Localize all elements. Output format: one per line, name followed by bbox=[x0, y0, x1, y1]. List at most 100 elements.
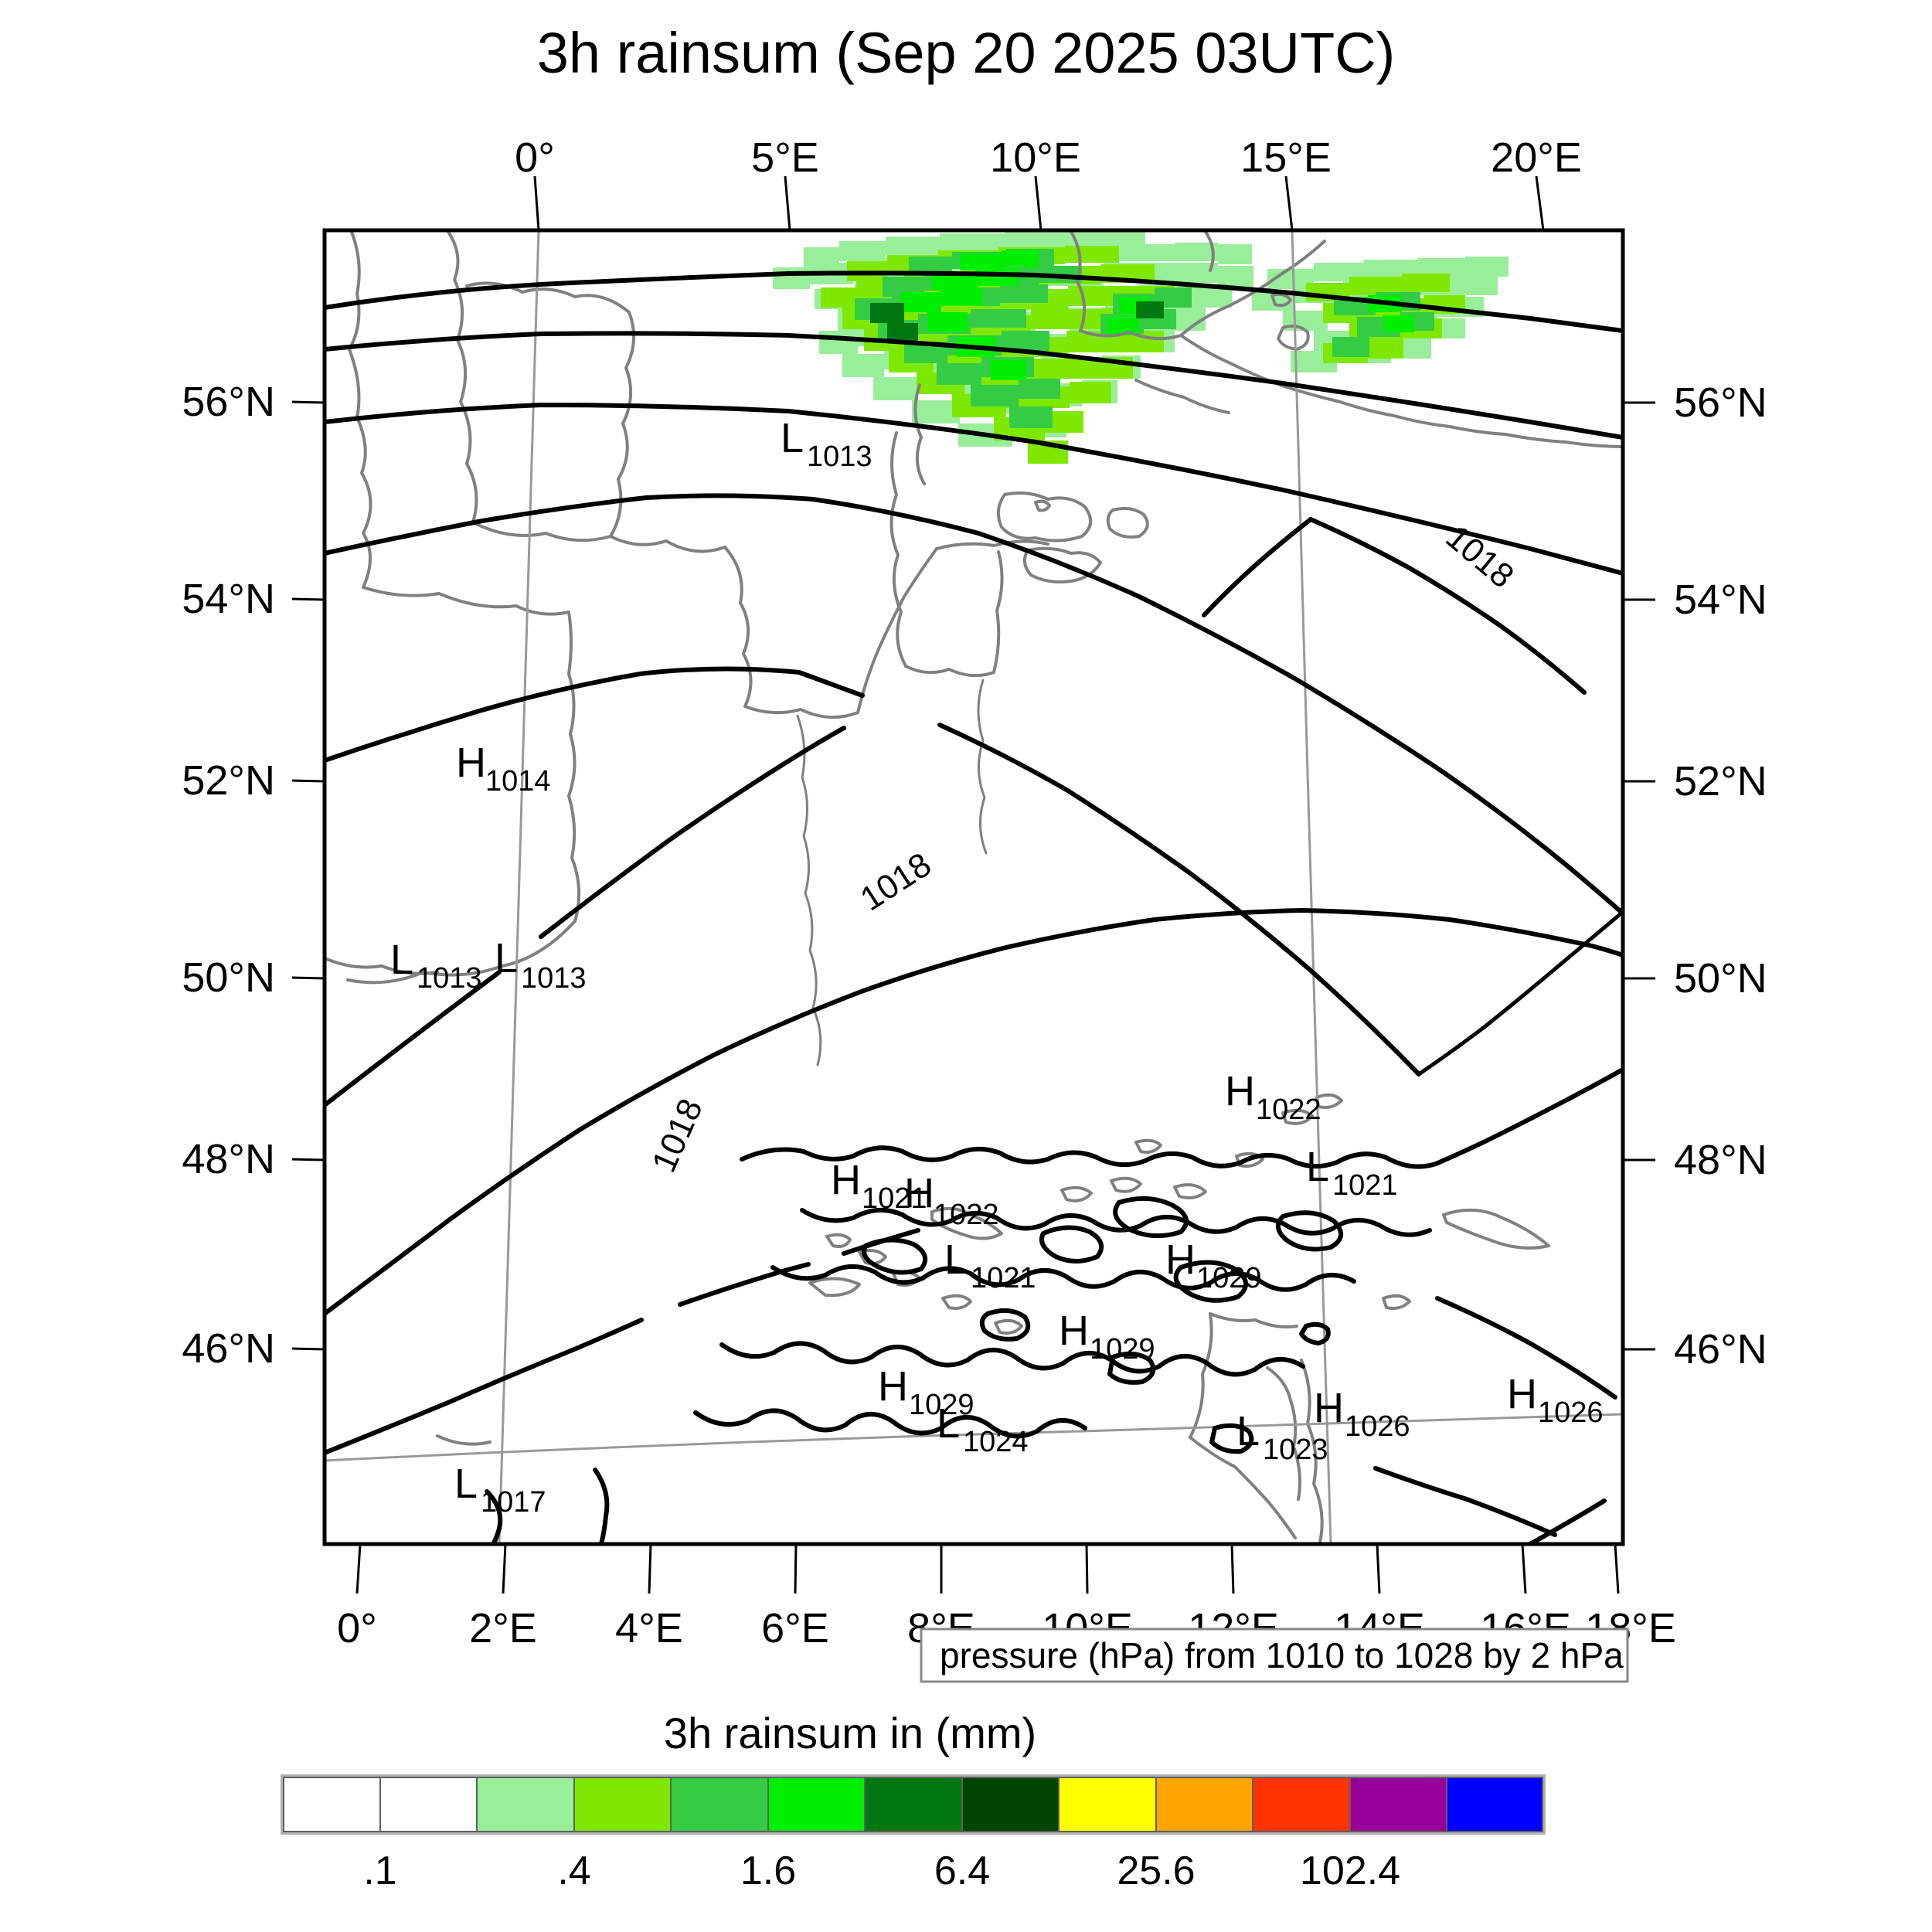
left-axis bbox=[291, 400, 325, 1351]
pressure-center-value: 1017 bbox=[481, 1486, 546, 1519]
pressure-caption-border bbox=[920, 1628, 1629, 1683]
isobar-1020 bbox=[325, 908, 1623, 1316]
right-axis bbox=[1623, 401, 1655, 1351]
colorbar-tick-label: .1 bbox=[363, 1849, 396, 1893]
colorbar-segment[interactable] bbox=[1446, 1777, 1543, 1832]
isobar-1018-sw-b bbox=[539, 726, 846, 939]
pressure-center-type: L bbox=[944, 1236, 968, 1283]
isobar-1014 bbox=[325, 403, 1623, 576]
colorbar-tick-label: .4 bbox=[557, 1849, 590, 1893]
pressure-center-type: H bbox=[1165, 1236, 1196, 1283]
pressure-center-type: H bbox=[904, 1170, 934, 1216]
pressure-center: H 1029 bbox=[1165, 1236, 1262, 1294]
bottom-axis-tick-label: 6°E bbox=[761, 1605, 829, 1651]
bottom-tick-6 bbox=[794, 1543, 798, 1594]
pressure-center-type: L bbox=[1236, 1408, 1260, 1454]
graticule-meridian-15 bbox=[1291, 230, 1332, 1544]
pressure-center: L 1023 bbox=[1236, 1408, 1328, 1466]
left-tick-56 bbox=[291, 400, 325, 404]
pressure-center-value: 1029 bbox=[1090, 1333, 1155, 1366]
pressure-center-type: H bbox=[1507, 1371, 1537, 1417]
right-axis-tick-label: 48°N bbox=[1674, 1137, 1767, 1183]
colorbar-segment[interactable] bbox=[1349, 1777, 1447, 1832]
isobar-1018-a bbox=[325, 666, 865, 763]
top-tick-0 bbox=[533, 175, 540, 231]
pressure-center: H 1022 bbox=[904, 1170, 999, 1231]
pressure-center-type: H bbox=[1059, 1308, 1089, 1354]
right-axis-tick-label: 54°N bbox=[1674, 577, 1767, 623]
top-axis-tick-label: 15°E bbox=[1240, 134, 1332, 181]
colorbar[interactable] bbox=[281, 1774, 1546, 1835]
pressure-center-type: H bbox=[456, 740, 486, 786]
colorbar-tick-labels: .1 .4 1.6 6.4 25.6 102.4 bbox=[363, 1849, 1400, 1893]
left-tick-54 bbox=[291, 597, 325, 601]
left-axis-tick-label: 56°N bbox=[182, 379, 275, 425]
pressure-center: L 1013 bbox=[390, 937, 482, 995]
top-axis-tick-label: 5°E bbox=[751, 134, 819, 181]
pressure-center-value: 1013 bbox=[417, 962, 482, 995]
left-axis-tick-label: 52°N bbox=[182, 757, 275, 804]
bottom-tick-0 bbox=[355, 1543, 362, 1594]
top-tick-10 bbox=[1034, 175, 1043, 231]
top-tick-5 bbox=[784, 175, 791, 231]
colorbar-segment[interactable] bbox=[1252, 1777, 1351, 1832]
bottom-axis-tick-label: 4°E bbox=[615, 1605, 683, 1651]
colorbar-segment[interactable] bbox=[1155, 1777, 1253, 1832]
colorbar-tick-label: 25.6 bbox=[1117, 1849, 1195, 1893]
isobar-1022-a bbox=[325, 1318, 644, 1455]
bottom-tick-12 bbox=[1230, 1543, 1235, 1594]
colorbar-segment[interactable] bbox=[670, 1777, 769, 1832]
pressure-center: H 1026 bbox=[1507, 1371, 1604, 1429]
pressure-caption-box: pressure (hPa) from 1010 to 1028 by 2 hP… bbox=[920, 1628, 1629, 1683]
top-axis-tick-label: 10°E bbox=[990, 134, 1081, 181]
pressure-center: H 1026 bbox=[1314, 1385, 1410, 1443]
pressure-center-value: 1021 bbox=[971, 1262, 1036, 1294]
top-tick-15 bbox=[1284, 175, 1294, 231]
pressure-center-value: 1023 bbox=[1263, 1434, 1328, 1466]
bottom-tick-14 bbox=[1376, 1543, 1381, 1594]
right-axis-tick-label: 50°N bbox=[1674, 955, 1767, 1002]
left-axis-labels: 56°N 54°N 52°N 50°N 48°N 46°N bbox=[182, 379, 275, 1372]
isobar-1010 bbox=[325, 270, 1623, 333]
bottom-axis bbox=[355, 1543, 1620, 1594]
isobar-1016 bbox=[325, 493, 1623, 916]
isobar-1012 bbox=[325, 331, 1623, 440]
colorbar-segment[interactable] bbox=[961, 1777, 1060, 1832]
pressure-center: L 1021 bbox=[1306, 1144, 1398, 1202]
colorbar-tick-label: 6.4 bbox=[934, 1849, 990, 1893]
right-axis-tick-label: 56°N bbox=[1674, 379, 1767, 426]
bottom-axis-tick-label: 0° bbox=[337, 1605, 377, 1651]
left-axis-tick-label: 50°N bbox=[182, 954, 275, 1001]
pressure-center-value: 1022 bbox=[1256, 1094, 1321, 1126]
top-axis bbox=[533, 175, 1545, 231]
map-panel[interactable]: 1018 1018 1018 L 1013 H 1014 L 1013 L 1013 H… bbox=[325, 230, 1623, 1544]
colorbar-segment[interactable] bbox=[573, 1777, 672, 1832]
isobar-1024-n bbox=[740, 1145, 1438, 1169]
pressure-center-type: L bbox=[1306, 1144, 1329, 1190]
pressure-center-value: 1021 bbox=[1332, 1169, 1398, 1202]
pressure-center-type: L bbox=[781, 415, 804, 461]
pressure-center-value: 1021 bbox=[862, 1182, 927, 1215]
pressure-center-type: H bbox=[1225, 1068, 1255, 1114]
top-axis-labels: 0° 5°E 10°E 15°E 20°E bbox=[515, 134, 1582, 181]
colorbar-segment[interactable] bbox=[1058, 1777, 1157, 1832]
pressure-center-type: L bbox=[495, 935, 518, 981]
right-axis-labels: 56°N 54°N 52°N 50°N 48°N 46°N bbox=[1674, 379, 1767, 1372]
colorbar-segment[interactable] bbox=[476, 1777, 575, 1832]
left-axis-tick-label: 48°N bbox=[182, 1136, 275, 1182]
colorbar-segment[interactable] bbox=[379, 1777, 478, 1832]
map-background bbox=[325, 230, 1623, 1544]
bottom-tick-2 bbox=[502, 1543, 507, 1594]
pressure-center-value: 1013 bbox=[807, 440, 872, 473]
pressure-center: H 1014 bbox=[456, 740, 551, 798]
colorbar-segment[interactable] bbox=[283, 1777, 381, 1832]
pressure-caption-text: pressure (hPa) from 1010 to 1028 by 2 hP… bbox=[940, 1635, 1624, 1675]
colorbar-segment[interactable] bbox=[864, 1777, 963, 1832]
pressure-center-type: L bbox=[454, 1461, 478, 1507]
page-title: 3h rainsum (Sep 20 2025 03UTC) bbox=[536, 21, 1396, 85]
top-tick-20 bbox=[1535, 175, 1545, 231]
pressure-center: L 1021 bbox=[944, 1236, 1036, 1294]
pressure-center-type: L bbox=[390, 937, 413, 983]
pressure-center-type: L bbox=[937, 1400, 960, 1447]
colorbar-segment[interactable] bbox=[767, 1777, 866, 1832]
